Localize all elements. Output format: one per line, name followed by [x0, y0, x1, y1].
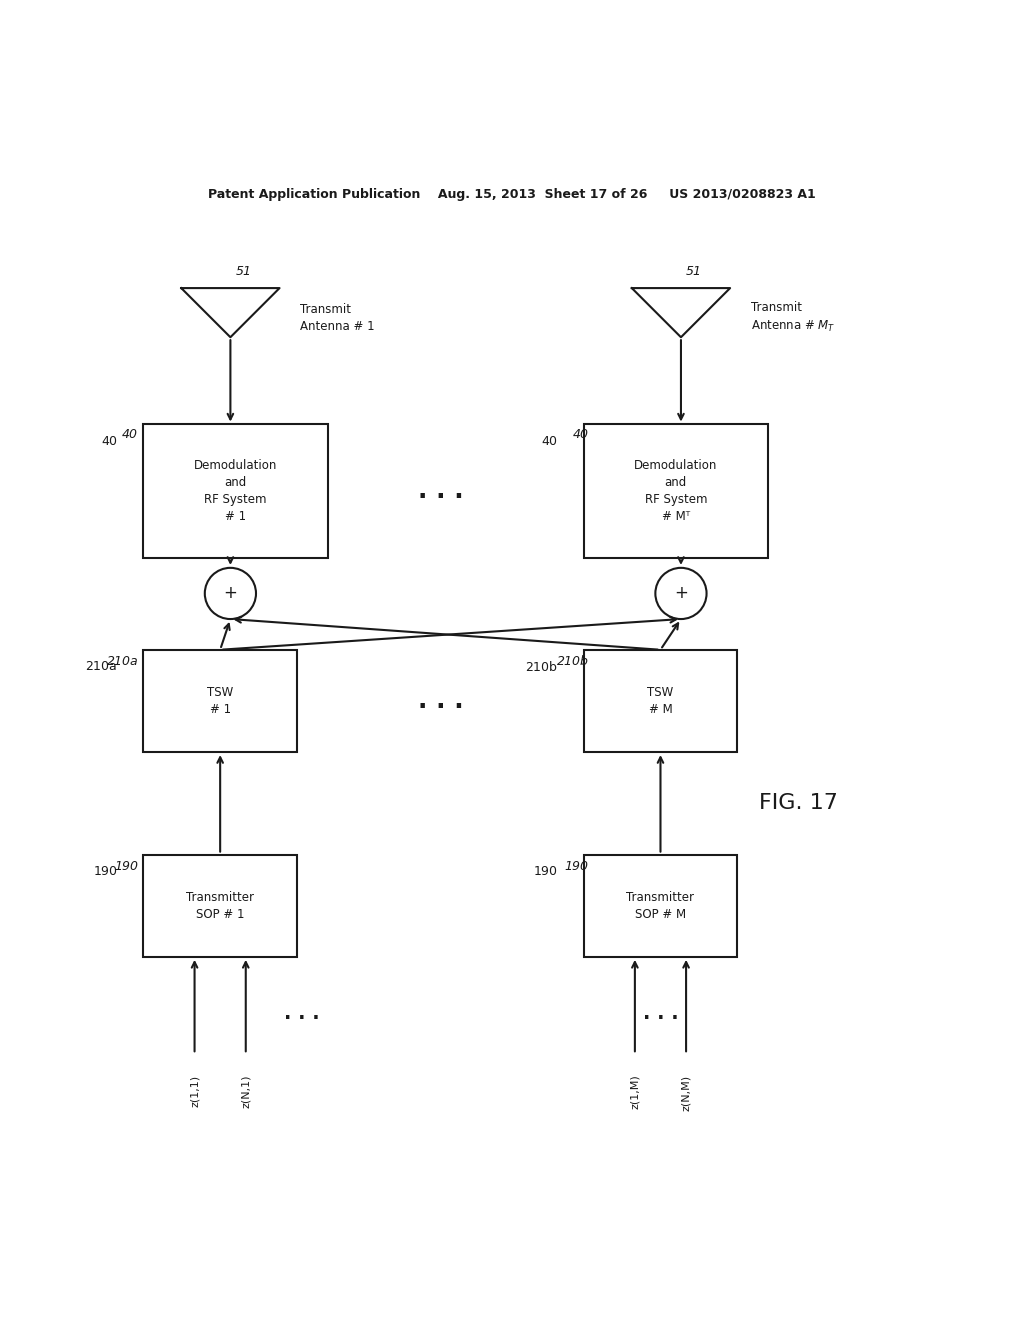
Text: $\mathsf{190}$: $\mathsf{190}$ [534, 865, 558, 878]
FancyBboxPatch shape [143, 649, 297, 752]
Text: Transmitter
SOP # 1: Transmitter SOP # 1 [186, 891, 254, 921]
FancyBboxPatch shape [584, 425, 768, 557]
Text: Transmit
Antenna # 1: Transmit Antenna # 1 [300, 302, 375, 333]
Text: z(N,1): z(N,1) [241, 1074, 251, 1109]
Text: FIG. 17: FIG. 17 [759, 793, 839, 813]
Text: z(1,1): z(1,1) [189, 1074, 200, 1107]
Text: $\mathsf{40}$: $\mathsf{40}$ [100, 434, 118, 447]
Text: Transmitter
SOP # M: Transmitter SOP # M [627, 891, 694, 921]
Text: $\mathsf{40}$: $\mathsf{40}$ [541, 434, 558, 447]
Text: 51: 51 [686, 265, 702, 279]
FancyBboxPatch shape [584, 649, 737, 752]
Text: TSW
# 1: TSW # 1 [207, 686, 233, 715]
Text: Demodulation
and
RF System
# Mᵀ: Demodulation and RF System # Mᵀ [634, 459, 718, 523]
Text: 210a: 210a [106, 655, 138, 668]
FancyBboxPatch shape [584, 854, 737, 957]
Text: . . .: . . . [285, 1003, 319, 1023]
Text: 210b: 210b [557, 655, 589, 668]
Text: 190: 190 [115, 859, 138, 873]
Text: $\mathsf{210b}$: $\mathsf{210b}$ [525, 660, 558, 675]
Text: . . .: . . . [418, 479, 463, 503]
Text: . . .: . . . [643, 1003, 678, 1023]
Circle shape [655, 568, 707, 619]
Text: 190: 190 [565, 859, 589, 873]
Text: . . .: . . . [418, 689, 463, 713]
Text: Transmit
Antenna # $M_T$: Transmit Antenna # $M_T$ [751, 301, 835, 334]
FancyBboxPatch shape [143, 854, 297, 957]
Text: 51: 51 [236, 265, 252, 279]
Text: 40: 40 [122, 428, 138, 441]
Text: +: + [674, 585, 688, 602]
Text: z(N,M): z(N,M) [681, 1074, 691, 1111]
Text: Demodulation
and
RF System
# 1: Demodulation and RF System # 1 [194, 459, 278, 523]
Text: TSW
# M: TSW # M [647, 686, 674, 715]
Text: Patent Application Publication    Aug. 15, 2013  Sheet 17 of 26     US 2013/0208: Patent Application Publication Aug. 15, … [208, 187, 816, 201]
Text: $\mathsf{190}$: $\mathsf{190}$ [93, 865, 118, 878]
Text: z(1,M): z(1,M) [630, 1074, 640, 1110]
Text: +: + [223, 585, 238, 602]
Text: 40: 40 [572, 428, 589, 441]
FancyBboxPatch shape [143, 425, 328, 557]
Text: $\mathsf{210a}$: $\mathsf{210a}$ [85, 660, 118, 673]
Circle shape [205, 568, 256, 619]
